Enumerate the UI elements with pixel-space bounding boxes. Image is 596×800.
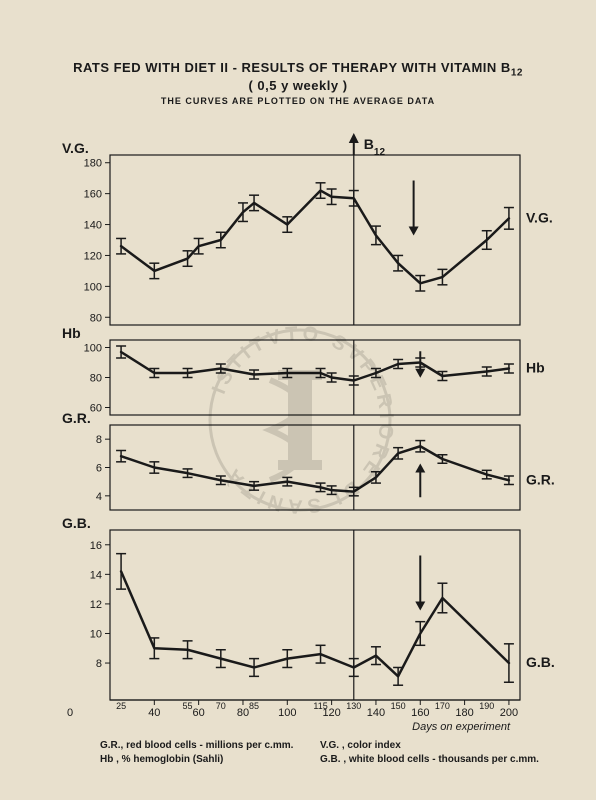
data-line-GR bbox=[121, 446, 509, 491]
xtick-minor-label: 170 bbox=[435, 701, 450, 711]
xtick-label: 180 bbox=[455, 707, 473, 719]
x-axis-label: Days on experiment bbox=[412, 721, 511, 733]
data-line-GB bbox=[121, 571, 509, 676]
xtick-label: 40 bbox=[148, 707, 160, 719]
b12-label: B12 bbox=[364, 136, 386, 158]
b12-arrow-icon bbox=[349, 133, 359, 143]
ytick-label: 100 bbox=[84, 343, 102, 355]
xtick-minor-label: 25 bbox=[116, 701, 126, 711]
title-line-3: THE CURVES ARE PLOTTED ON THE AVERAGE DA… bbox=[0, 96, 596, 106]
series-label-GR: G.R. bbox=[526, 471, 555, 487]
xtick-minor-label: 115 bbox=[313, 701, 327, 711]
ytick-label: 140 bbox=[84, 220, 102, 232]
ytick-label: 14 bbox=[90, 569, 102, 581]
panel-frame-VG bbox=[110, 155, 520, 325]
xtick-minor-label: 130 bbox=[346, 701, 361, 711]
xtick-minor-label: 150 bbox=[391, 701, 406, 711]
xtick-label: 200 bbox=[500, 707, 518, 719]
panel-frame-Hb bbox=[110, 340, 520, 415]
panel-label-VG: V.G. bbox=[62, 140, 89, 156]
ytick-label: 8 bbox=[96, 658, 102, 670]
ytick-label: 100 bbox=[84, 281, 102, 293]
ytick-label: 160 bbox=[84, 189, 102, 201]
page: RATS FED WITH DIET II - RESULTS OF THERA… bbox=[0, 0, 596, 800]
ytick-label: 6 bbox=[96, 463, 102, 475]
ytick-label: 80 bbox=[90, 373, 102, 385]
title-text-1: RATS FED WITH DIET II - RESULTS OF THERA… bbox=[73, 60, 511, 75]
ytick-label: 4 bbox=[96, 491, 102, 503]
footer-left-1: G.R., red blood cells - millions per c.m… bbox=[100, 740, 293, 751]
series-label-Hb: Hb bbox=[526, 360, 545, 376]
x-zero-label: 0 bbox=[67, 707, 73, 719]
footer-right-2: G.B. , white blood cells - thousands per… bbox=[320, 754, 539, 765]
data-line-VG bbox=[121, 191, 509, 284]
data-line-Hb bbox=[121, 352, 509, 381]
footer-right-1: V.G. , color index bbox=[320, 740, 401, 751]
xtick-minor-label: 70 bbox=[216, 701, 226, 711]
footer-left-2: Hb , % hemoglobin (Sahli) bbox=[100, 754, 223, 765]
xtick-minor-label: 190 bbox=[479, 701, 494, 711]
xtick-label: 160 bbox=[411, 707, 429, 719]
ytick-label: 120 bbox=[84, 250, 102, 262]
ytick-label: 60 bbox=[90, 403, 102, 415]
ytick-label: 12 bbox=[90, 599, 102, 611]
ytick-label: 8 bbox=[96, 434, 102, 446]
xtick-label: 100 bbox=[278, 707, 296, 719]
title-line-1: RATS FED WITH DIET II - RESULTS OF THERA… bbox=[0, 60, 596, 79]
title-sub-12: 12 bbox=[511, 68, 523, 79]
chart-svg: 80100120140160180V.G.V.G.B126080100HbHb4… bbox=[0, 0, 596, 800]
xtick-label: 140 bbox=[367, 707, 385, 719]
ytick-label: 180 bbox=[84, 158, 102, 170]
xtick-minor-label: 85 bbox=[249, 701, 259, 711]
series-label-VG: V.G. bbox=[526, 209, 553, 225]
panel-frame-GR bbox=[110, 425, 520, 510]
ytick-label: 16 bbox=[90, 540, 102, 552]
ytick-label: 80 bbox=[90, 312, 102, 324]
panel-label-GR: G.R. bbox=[62, 410, 91, 426]
xtick-label: 80 bbox=[237, 707, 249, 719]
title-line-2: ( 0,5 y weekly ) bbox=[0, 78, 596, 93]
series-label-GB: G.B. bbox=[526, 654, 555, 670]
panel-label-Hb: Hb bbox=[62, 325, 81, 341]
ytick-label: 10 bbox=[90, 628, 102, 640]
panel-label-GB: G.B. bbox=[62, 515, 91, 531]
xtick-minor-label: 55 bbox=[183, 701, 193, 711]
xtick-label: 60 bbox=[193, 707, 205, 719]
